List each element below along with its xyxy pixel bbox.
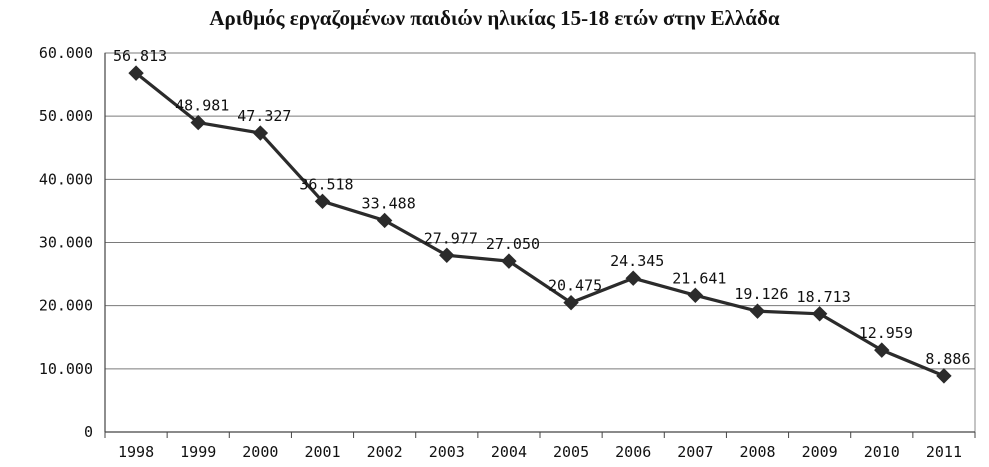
chart-title: Αριθμός εργαζομένων παιδιών ηλικίας 15-1… bbox=[209, 6, 780, 30]
data-label: 8.886 bbox=[925, 350, 970, 368]
data-label: 18.713 bbox=[797, 288, 851, 306]
y-tick-label: 60.000 bbox=[39, 44, 93, 62]
series-line bbox=[128, 65, 952, 384]
y-axis: 0 10.000 20.000 30.000 40.000 50.000 60.000 bbox=[39, 44, 106, 441]
x-tick-label: 2000 bbox=[242, 443, 278, 461]
x-tick-label: 2009 bbox=[802, 443, 838, 461]
x-axis: 1998 1999 2000 2001 2002 2003 2004 2005 2006 2007… bbox=[104, 431, 976, 461]
data-point-marker bbox=[625, 270, 641, 286]
data-label: 21.641 bbox=[672, 269, 726, 287]
y-tick-label: 50.000 bbox=[39, 107, 93, 125]
x-tick-label: 2001 bbox=[304, 443, 340, 461]
x-tick-label: 2005 bbox=[553, 443, 589, 461]
data-point-marker bbox=[314, 193, 331, 210]
data-point-marker bbox=[128, 65, 144, 81]
series-line bbox=[135, 71, 945, 378]
y-tick-label: 0 bbox=[84, 423, 93, 441]
x-tick-label: 2002 bbox=[367, 443, 403, 461]
data-label: 48.981 bbox=[175, 97, 229, 115]
data-label: 33.488 bbox=[362, 194, 416, 212]
data-label: 12.959 bbox=[859, 324, 913, 342]
data-labels: 56.813 48.981 47.327 36.518 33.488 27.977 27.0… bbox=[113, 47, 971, 368]
data-point-marker bbox=[376, 212, 393, 229]
x-tick-label: 2008 bbox=[739, 443, 775, 461]
x-tick-label: 2007 bbox=[677, 443, 713, 461]
data-point-marker bbox=[563, 294, 579, 311]
x-tick-label: 2004 bbox=[491, 443, 527, 461]
data-label: 56.813 bbox=[113, 47, 167, 65]
data-point-marker bbox=[439, 247, 455, 263]
data-label: 27.050 bbox=[486, 235, 540, 253]
data-label: 20.475 bbox=[548, 277, 602, 295]
data-label: 24.345 bbox=[610, 252, 664, 270]
x-tick-label: 2010 bbox=[864, 443, 900, 461]
data-label: 27.977 bbox=[424, 229, 478, 247]
data-label: 36.518 bbox=[299, 175, 353, 193]
y-tick-label: 40.000 bbox=[39, 170, 93, 188]
data-point-marker bbox=[687, 287, 704, 304]
data-point-marker bbox=[252, 125, 269, 141]
data-label: 19.126 bbox=[734, 285, 788, 303]
y-tick-label: 30.000 bbox=[39, 234, 93, 252]
x-tick-label: 1999 bbox=[180, 443, 216, 461]
x-tick-label: 2003 bbox=[429, 443, 465, 461]
data-point-marker bbox=[501, 253, 517, 269]
data-point-marker bbox=[749, 303, 766, 319]
x-tick-label: 2011 bbox=[926, 443, 962, 461]
y-tick-label: 20.000 bbox=[39, 297, 93, 315]
x-tick-label: 2006 bbox=[615, 443, 651, 461]
x-tick-label: 1998 bbox=[118, 443, 154, 461]
data-point-marker bbox=[936, 368, 952, 384]
data-point-marker bbox=[874, 342, 890, 358]
y-tick-label: 10.000 bbox=[39, 360, 93, 378]
data-point-marker bbox=[190, 114, 206, 131]
data-label: 47.327 bbox=[237, 107, 291, 125]
data-point-marker bbox=[811, 306, 828, 322]
